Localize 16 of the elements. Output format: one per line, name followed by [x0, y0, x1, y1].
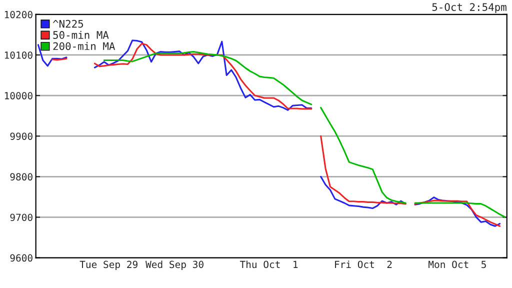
y-tick-label: 9700 — [10, 214, 32, 222]
legend-label: 200-min MA — [53, 42, 116, 50]
x-tick-label: Wed Sep 30 — [146, 260, 204, 270]
y-tick-label: 9800 — [10, 173, 32, 180]
x-tick-label: Fri Oct 2 — [335, 260, 392, 268]
x-tick-label: Thu Oct 1 — [240, 260, 298, 268]
y-tick-label: 10000 — [4, 92, 32, 100]
text: 5-Oct 2:54pm — [432, 3, 506, 14]
legend-label: 50-min MA — [53, 30, 109, 39]
x-tick-label: Mon Oct 5 — [428, 260, 486, 268]
y-tick-label: 10100 — [4, 51, 32, 59]
y-tick-label: 9900 — [10, 132, 32, 140]
legend-label: ^N225 — [52, 20, 84, 28]
y-tick-label: 10200 — [4, 10, 32, 18]
x-tick-label: Tue Sep 29 — [80, 260, 138, 270]
y-tick-label: 9600 — [10, 254, 32, 262]
